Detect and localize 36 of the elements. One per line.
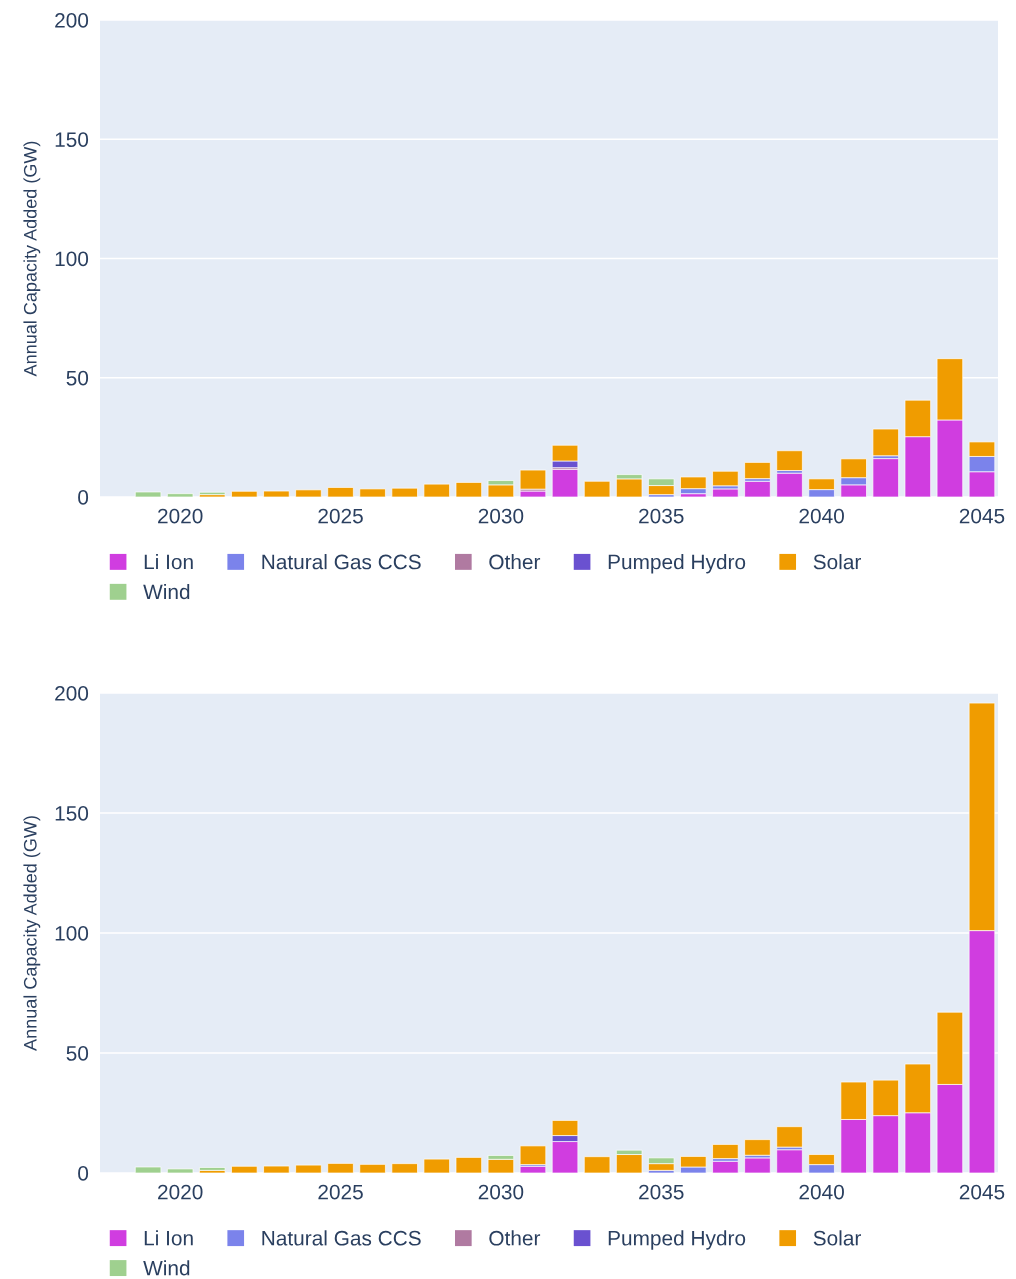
x-tick-label: 2040: [799, 1184, 844, 1200]
legend-label: Solar: [813, 554, 861, 570]
y-tick-label: 0: [78, 490, 89, 505]
y-tick-label: 150: [55, 806, 89, 821]
y-tick-label: 100: [55, 926, 89, 941]
legend-label: Pumped Hydro: [608, 1230, 746, 1250]
y-axis-title: Annual Capacity Added (GW): [23, 816, 41, 1051]
legend-label: Wind: [143, 1260, 190, 1276]
y-tick-label: 100: [55, 251, 89, 267]
legend-label: Natural Gas CCS: [262, 554, 421, 570]
y-tick-label: 200: [55, 13, 89, 28]
x-tick-label: 2025: [318, 508, 363, 524]
y-tick-label: 150: [55, 132, 89, 147]
y-tick-label: 200: [55, 686, 89, 701]
x-tick-label: 2040: [799, 508, 844, 524]
x-tick-label: 2035: [639, 508, 684, 524]
x-tick-label: 2035: [639, 1184, 684, 1200]
x-tick-label: 2025: [318, 1184, 363, 1200]
x-tick-label: 2045: [959, 1184, 1005, 1200]
x-tick-label: 2030: [478, 1184, 524, 1200]
y-tick-label: 0: [78, 1166, 89, 1181]
x-tick-label: 2020: [158, 1184, 203, 1200]
x-tick-label: 2030: [478, 508, 524, 524]
x-tick-label: 2020: [158, 508, 203, 524]
legend-label: Solar: [813, 1230, 861, 1246]
y-axis-title: Annual Capacity Added (GW): [23, 141, 41, 377]
y-tick-label: 50: [66, 370, 89, 386]
legend-label: Other: [489, 554, 541, 570]
x-tick-label: 2045: [959, 508, 1005, 524]
legend-label: Other: [489, 1230, 541, 1246]
legend-label: Wind: [143, 583, 190, 600]
y-tick-label: 50: [66, 1046, 89, 1061]
legend-label: Li Ion: [144, 1230, 193, 1246]
legend-label: Li Ion: [144, 554, 193, 570]
legend-label: Natural Gas CCS: [262, 1230, 421, 1246]
legend-label: Pumped Hydro: [608, 554, 746, 574]
